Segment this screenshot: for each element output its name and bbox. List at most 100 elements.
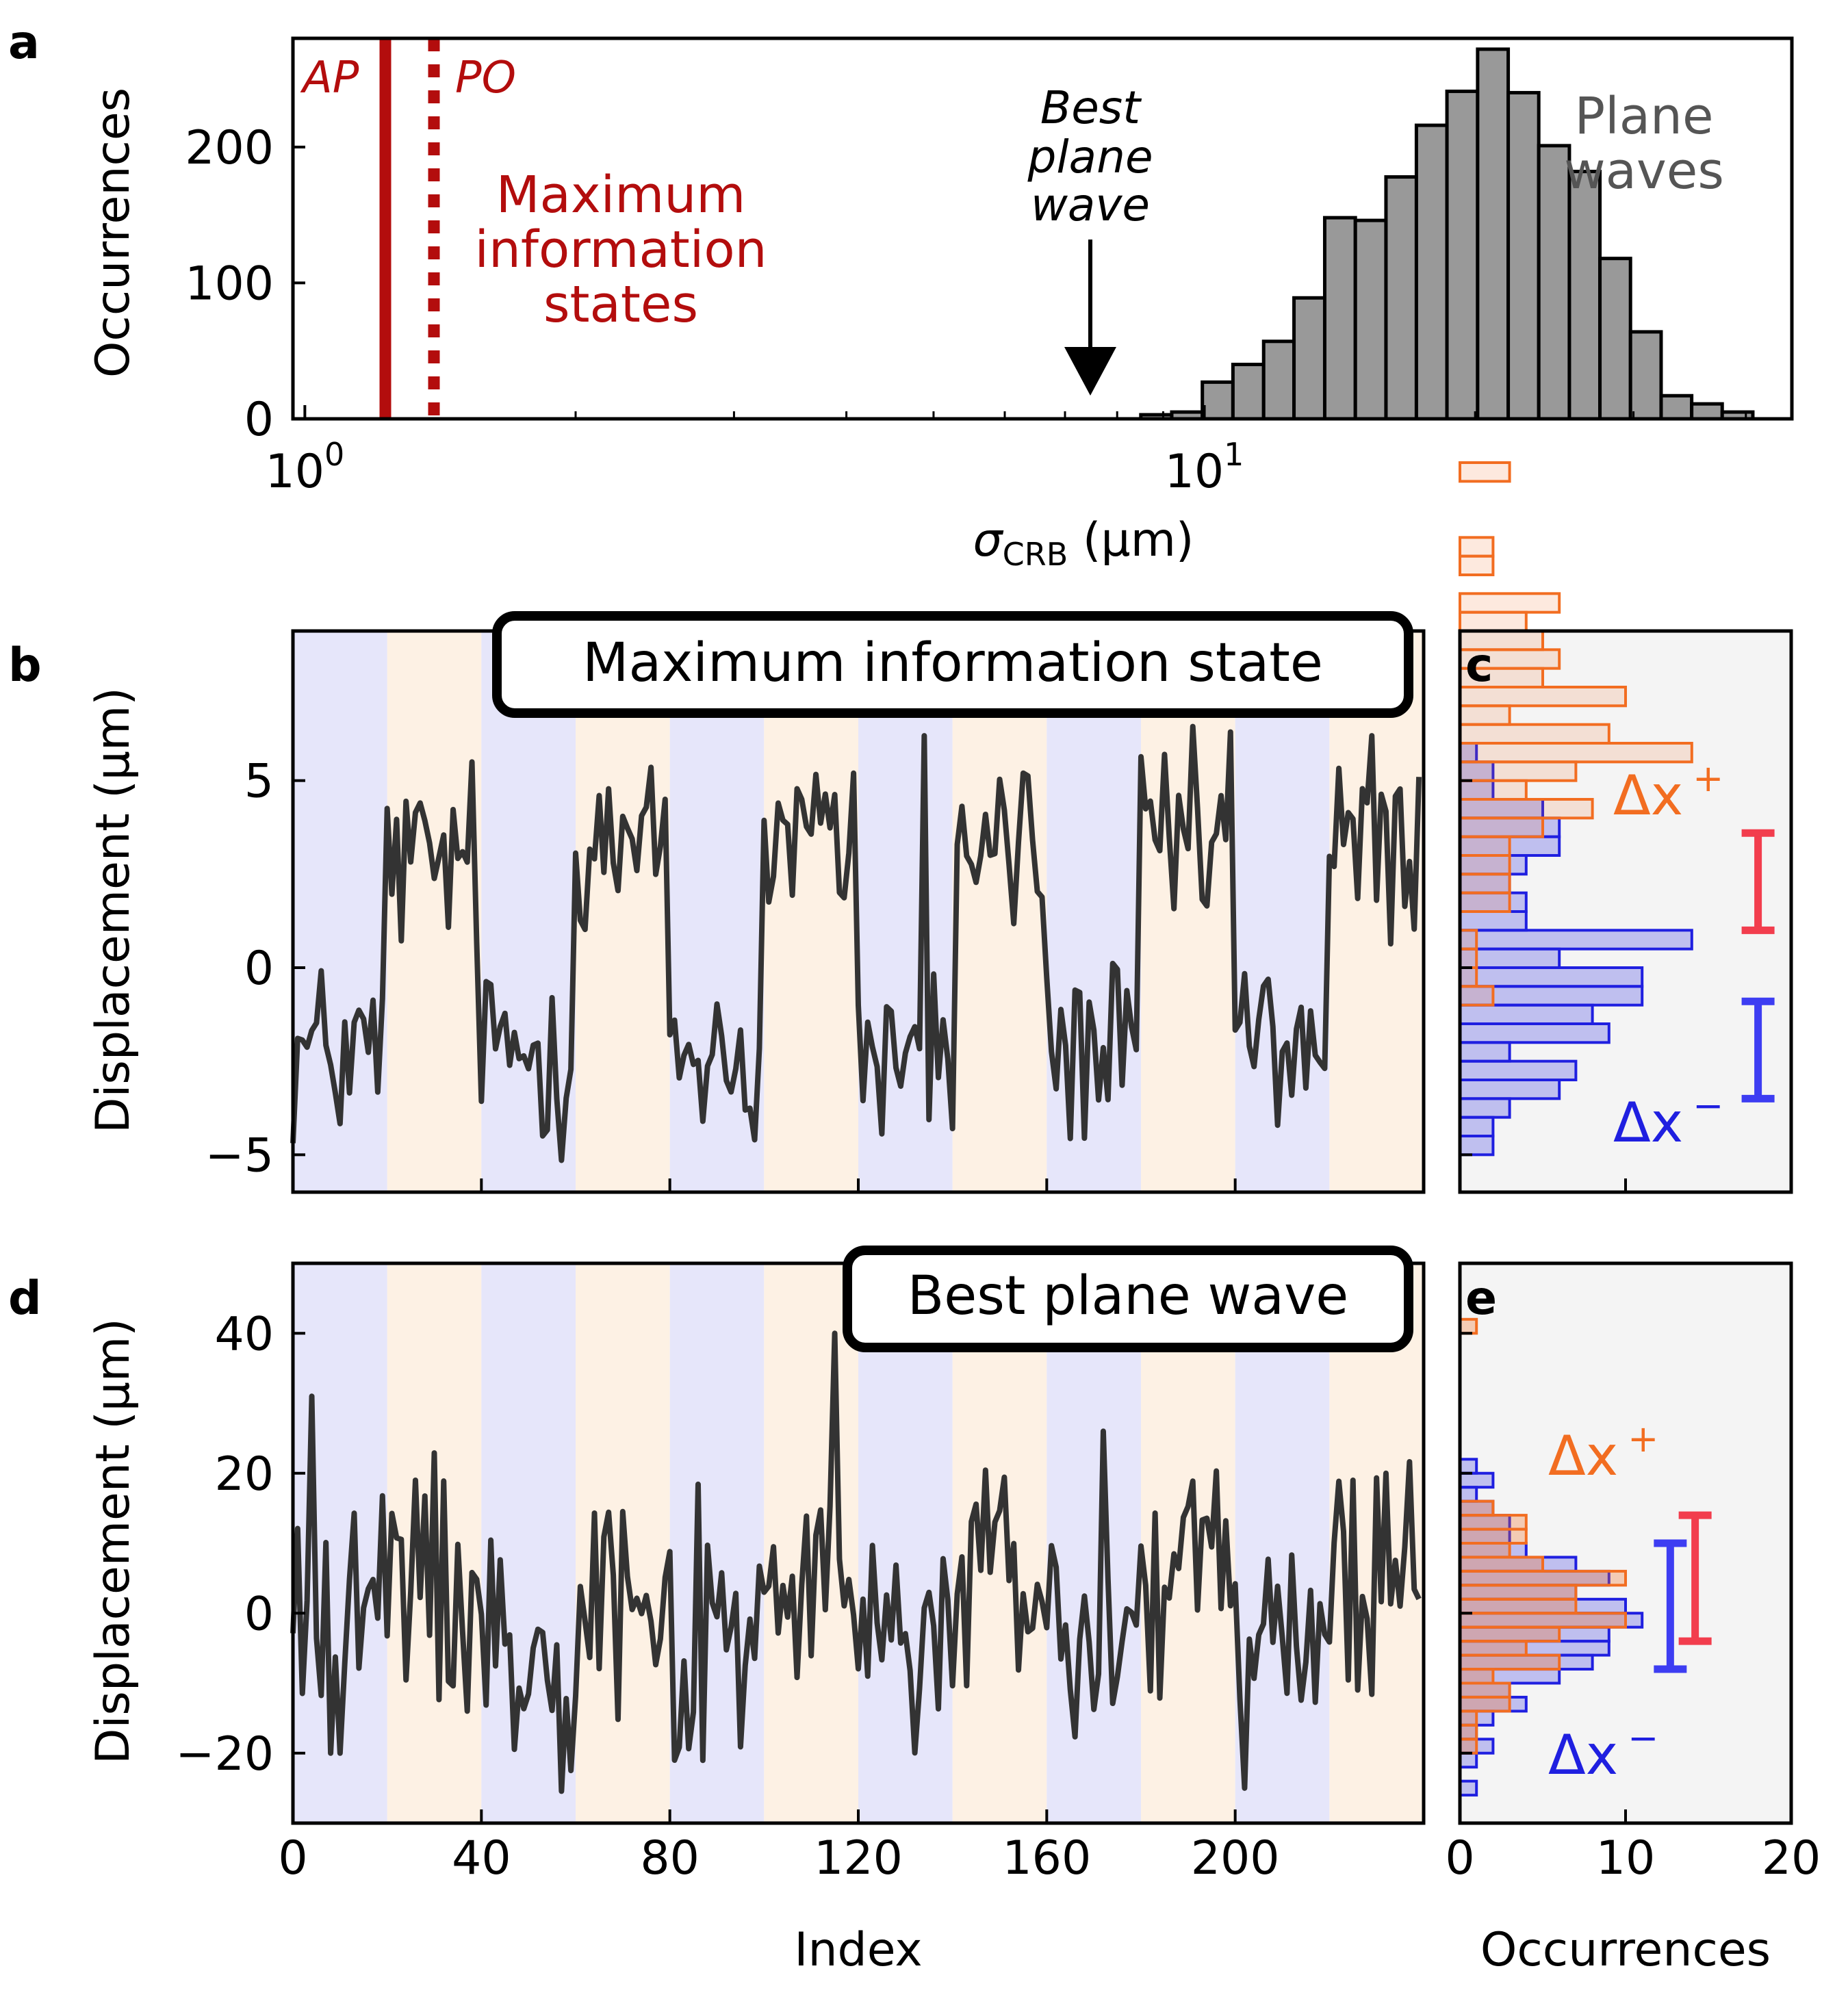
ylabel-b: Displacement (μm)	[86, 687, 140, 1133]
ytick-label: −20	[175, 1727, 274, 1781]
panel-letter-b: b	[8, 639, 42, 693]
hist-bar-dx-plus	[1459, 760, 1578, 782]
label-dx-minus-c-base: Δx	[1613, 1091, 1683, 1155]
errorbars-c	[1741, 829, 1775, 1102]
xtick-label: 0	[1445, 1831, 1474, 1885]
panel-letter-a: a	[8, 16, 40, 70]
frame-a	[291, 36, 1794, 421]
hist-bar-dx-plus	[1459, 1738, 1478, 1755]
hist-bar-dx-plus	[1459, 704, 1511, 726]
hist-bar	[1690, 402, 1724, 421]
best-plane-wave-label-line1: Best	[1040, 81, 1142, 134]
ytick-label: 40	[214, 1307, 274, 1361]
trace-d	[290, 1330, 1422, 1794]
label-dx-plus-e-sup: +	[1628, 1417, 1658, 1460]
xtick-label: 40	[452, 1831, 511, 1885]
hist-bar-dx-minus	[1459, 1471, 1495, 1489]
hist-bar-dx-plus	[1459, 1584, 1578, 1601]
hist-bar-dx-plus	[1459, 985, 1495, 1007]
label-dx-minus-e: Δx −	[1548, 1716, 1658, 1787]
mis-label-line1: Maximum	[496, 166, 746, 224]
band-blue	[669, 1263, 765, 1823]
label-dx-plus-c: Δx +	[1613, 757, 1723, 827]
hist-bar-dx-minus	[1459, 798, 1544, 820]
panel-letter-c: c	[1465, 639, 1493, 693]
xtick-label-base: 10	[265, 445, 324, 499]
panel-a: a AP PO Maximum information states Best …	[8, 16, 1794, 573]
mis-label-line3: states	[543, 275, 698, 334]
xtick-label: 200	[1191, 1831, 1280, 1885]
label-dx-plus-e-base: Δx	[1548, 1424, 1618, 1488]
hist-bar-dx-minus	[1459, 1751, 1478, 1769]
frame-c	[1458, 629, 1793, 1194]
hist-bar	[1231, 363, 1266, 421]
hist-bar	[1261, 339, 1296, 421]
label-dx-plus-c-sup: +	[1693, 757, 1723, 800]
xtick-label: 20	[1762, 1831, 1821, 1885]
hist-bar-dx-plus	[1459, 1625, 1561, 1643]
hist-bar-dx-plus	[1459, 1542, 1511, 1559]
hist-bar-dx-minus	[1459, 1059, 1578, 1081]
hist-bar-dx-plus	[1459, 891, 1511, 913]
band-orange	[576, 631, 670, 1192]
hist-bar-dx-plus	[1459, 966, 1478, 988]
hist-bar-dx-minus	[1459, 1115, 1495, 1137]
band-orange	[764, 1263, 858, 1823]
hist-bar-dx-minus	[1459, 1458, 1478, 1475]
trace-b	[290, 723, 1422, 1163]
hist-bar-dx-plus	[1459, 873, 1511, 894]
hist-bar-dx-plus	[1459, 742, 1693, 764]
band-orange	[952, 631, 1047, 1192]
axes-e: 0 10 20	[1445, 1332, 1821, 1885]
hist-bar-dx-minus	[1459, 1041, 1511, 1063]
hist-bar-dx-plus	[1459, 1681, 1511, 1699]
hist-bar	[1628, 330, 1663, 421]
hist-bar-dx-minus	[1459, 929, 1693, 951]
xtick-label: 10	[1596, 1831, 1656, 1885]
frame-e	[1458, 1261, 1793, 1825]
hist-bar-dx-plus	[1459, 1556, 1544, 1573]
hist-bar-dx-plus	[1459, 667, 1544, 689]
hist-bar-dx-plus	[1459, 1668, 1495, 1685]
label-dx-minus-e-base: Δx	[1548, 1723, 1618, 1787]
po-label: PO	[455, 53, 516, 103]
hist-bar-dx-minus	[1459, 910, 1528, 932]
xtick-label: 80	[640, 1831, 700, 1885]
title-box-d	[843, 1246, 1413, 1352]
panel-e: 0 10 20 e Δx + Δx − Occurrences	[1445, 1261, 1821, 1977]
hist-bar-dx-plus	[1459, 610, 1528, 633]
xtick-label-a: 100	[265, 436, 344, 499]
ytick-label-a: 200	[185, 121, 274, 175]
hist-bar-dx-plus	[1459, 536, 1495, 558]
xtick-label-base: 10	[1165, 445, 1224, 499]
label-dx-minus-c: Δx −	[1613, 1084, 1723, 1155]
histogram-c	[1459, 461, 1693, 1157]
displacement-trace	[290, 1330, 1422, 1794]
hist-bar-dx-minus	[1459, 966, 1644, 988]
hist-bar-dx-plus	[1459, 1597, 1578, 1615]
hist-bar-dx-plus	[1459, 1499, 1495, 1517]
best-plane-wave-arrow-head	[1064, 347, 1116, 396]
hist-bar-dx-plus	[1459, 592, 1561, 614]
ytick-label: 0	[244, 942, 274, 996]
hist-bar-dx-minus	[1459, 1779, 1478, 1797]
best-plane-wave-label-line2: plane	[1027, 131, 1153, 183]
ap-label: AP	[300, 53, 359, 103]
hist-bar	[1598, 257, 1632, 421]
hist-bar	[1201, 380, 1235, 421]
hist-bar-dx-plus	[1459, 723, 1610, 745]
hist-bar-dx-plus	[1459, 1653, 1561, 1671]
plane-waves-label-line2: waves	[1564, 142, 1724, 201]
hist-bar-dx-plus	[1459, 686, 1627, 708]
ytick-label-a: 100	[185, 257, 274, 311]
title-box-b	[492, 611, 1413, 718]
xlabel-e: Occurrences	[1480, 1923, 1771, 1977]
ylabel-d: Displacement (μm)	[86, 1318, 140, 1764]
hist-bar	[1537, 144, 1571, 421]
errorbars-e	[1654, 1511, 1712, 1673]
panel-letter-e: e	[1465, 1272, 1497, 1326]
hist-bar-dx-plus	[1459, 854, 1511, 876]
hist-bar-dx-plus	[1459, 835, 1511, 857]
